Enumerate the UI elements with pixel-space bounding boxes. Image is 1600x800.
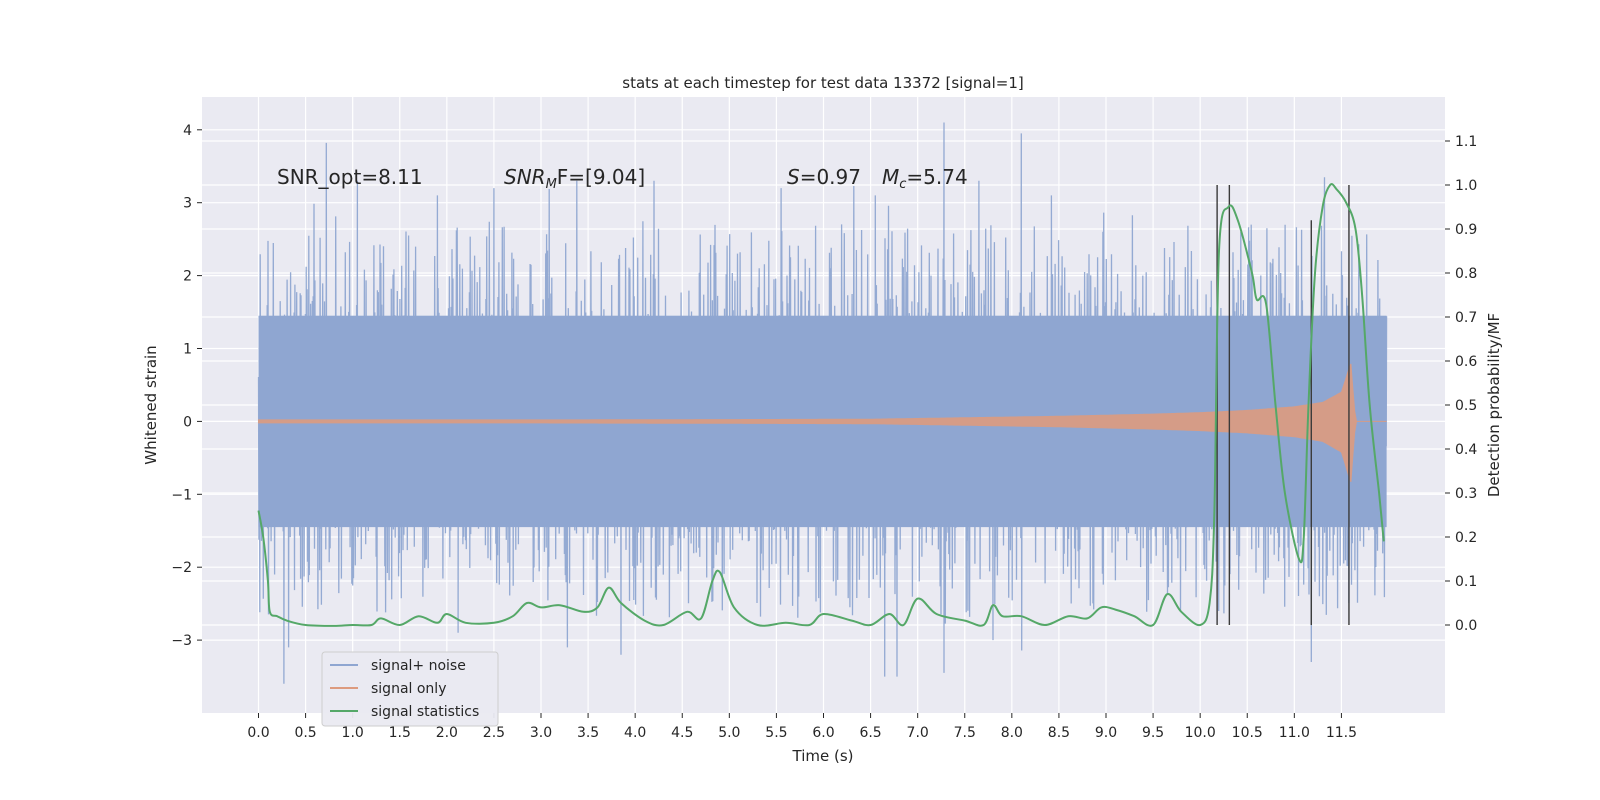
series-signal-statistics [257,183,1385,627]
signal-envelope [258,363,1387,482]
vertical-lines [1216,185,1350,625]
y-right-tick-label: 0.1 [1455,574,1477,590]
stats-line [257,183,1385,627]
x-tick-label: 0.0 [247,725,269,741]
x-tick-label: 7.5 [954,725,976,741]
y-tick-label: 3 [183,196,192,212]
x-tick-label: 9.0 [1095,725,1117,741]
x-tick-label: 8.0 [1001,725,1023,741]
y-axis-right-label: Detection probability/MF [1485,313,1503,497]
y-right-tick-label: 0.9 [1455,222,1477,238]
x-tick-label: 4.0 [624,725,646,741]
y-tick-label: 0 [183,414,192,430]
y-right-tick-label: 0.7 [1455,310,1477,326]
y-axis-label: Whitened strain [142,345,160,464]
x-axis: 0.0 0.5 1.0 1.5 2.0 2.5 3.0 3.5 4.0 4.5 5.0 5.5 6.0 6… [247,713,1357,741]
y-right-tick-label: 0.2 [1455,530,1477,546]
annotation-mc: Mc=5.74 [882,165,968,192]
y-right-tick-label: 1.1 [1455,134,1477,150]
y-axis-left: −3 −2 −1 0 1 2 3 4 [171,123,202,649]
x-tick-label: 5.0 [718,725,740,741]
annotation-s: S=0.97 [787,165,861,189]
legend-box [321,651,499,727]
y-tick-label: −2 [171,560,192,576]
y-tick-label: −1 [171,487,192,503]
x-tick-label: 4.5 [671,725,693,741]
x-tick-label: 9.5 [1142,725,1164,741]
x-tick-label: 1.0 [342,725,364,741]
x-tick-label: 3.5 [577,725,599,741]
x-tick-label: 6.5 [859,725,881,741]
x-tick-label: 3.0 [530,725,552,741]
x-tick-label: 5.5 [765,725,787,741]
annotation-snr-opt: SNR_opt=8.11 [277,165,423,189]
y-right-tick-label: 1.0 [1455,178,1477,194]
x-tick-label: 2.0 [436,725,458,741]
series-signal-only [258,363,1387,482]
x-tick-label: 8.5 [1048,725,1070,741]
x-tick-label: 2.5 [483,725,505,741]
y-right-tick-label: 0.5 [1455,398,1477,414]
legend-label-noise: signal+ noise [371,658,466,674]
x-tick-label: 6.0 [812,725,834,741]
y-right-tick-label: 0.8 [1455,266,1477,282]
x-tick-label: 10.0 [1185,725,1216,741]
x-tick-label: 1.5 [389,725,411,741]
x-tick-label: 10.5 [1232,725,1263,741]
x-tick-label: 11.0 [1279,725,1310,741]
y-tick-label: 2 [183,269,192,285]
x-axis-label: Time (s) [792,747,854,765]
x-tick-label: 0.5 [294,725,316,741]
y-axis-right: 0.0 0.1 0.2 0.3 0.4 0.5 0.6 0.7 0.8 0.9 1.0 1.1 [1445,134,1477,634]
y-tick-label: −3 [171,633,192,649]
chart-title: stats at each timestep for test data 133… [622,74,1023,92]
y-right-tick-label: 0.6 [1455,354,1477,370]
legend-label-signal: signal only [371,681,446,697]
x-tick-label: 11.5 [1326,725,1357,741]
legend: signal+ noise signal only signal statist… [321,651,499,727]
y-tick-label: 4 [183,123,192,139]
y-right-tick-label: 0.4 [1455,442,1477,458]
legend-label-stats: signal statistics [371,704,479,720]
y-right-tick-label: 0.3 [1455,486,1477,502]
y-right-tick-label: 0.0 [1455,618,1477,634]
y-tick-label: 1 [183,342,192,358]
annotation-snr-mf: SNRMF=[9.04] [504,165,645,192]
x-tick-label: 7.0 [907,725,929,741]
